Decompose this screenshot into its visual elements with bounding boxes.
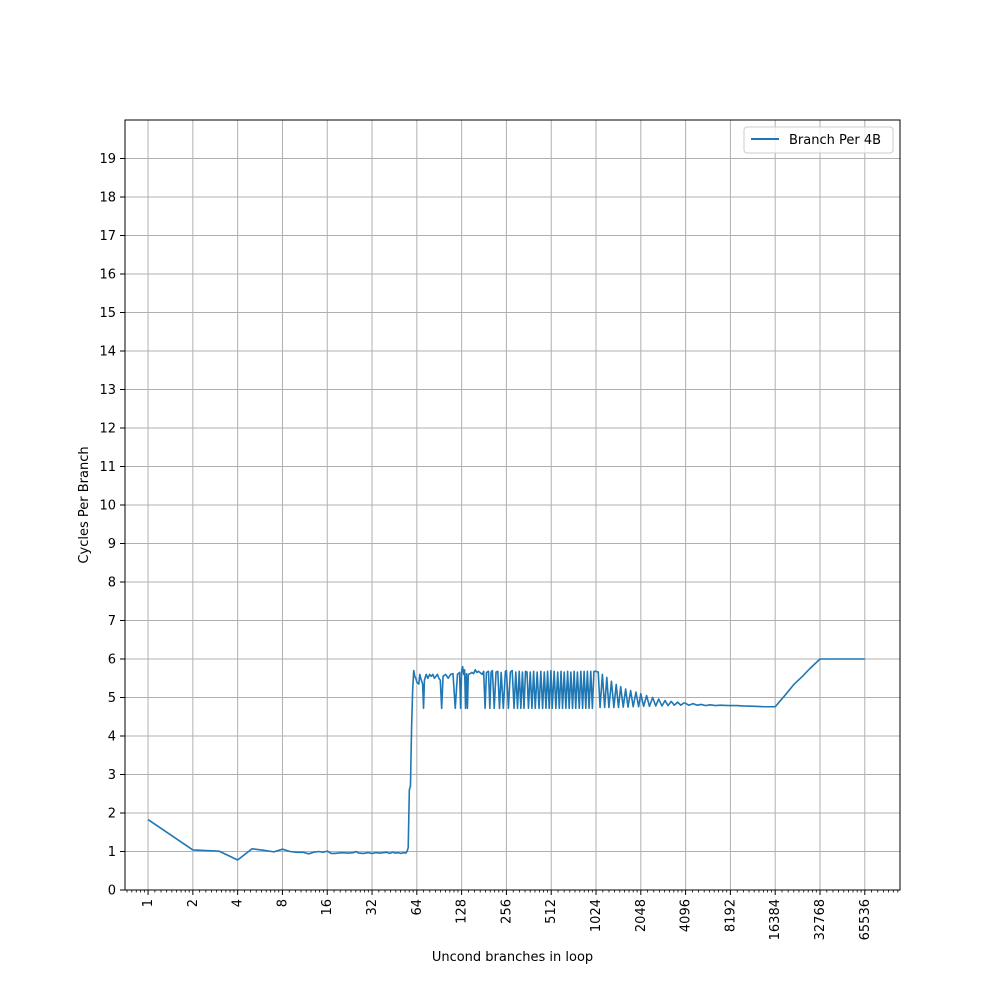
y-axis-title: Cycles Per Branch (77, 446, 92, 563)
series-line-branch-per-4b (147, 658, 865, 861)
legend-label: Branch Per 4B (789, 133, 881, 148)
y-tick-label: 8 (108, 576, 116, 591)
y-tick-label: 17 (99, 229, 116, 244)
x-tick-label: 64 (410, 899, 425, 916)
y-tick-label: 15 (99, 306, 116, 321)
x-tick-label: 4096 (679, 899, 694, 932)
y-tick-label: 14 (99, 345, 116, 360)
plot-frame (124, 119, 901, 891)
y-tick-label: 5 (108, 691, 116, 706)
x-tick-label: 65536 (858, 899, 873, 940)
grid (125, 120, 900, 891)
x-tick-label: 2048 (634, 899, 649, 932)
x-axis-ticks: 1 2 4 8 16 32 64 128 256 512 1024 2048 4096 8192 16384… (141, 890, 873, 940)
y-tick-label: 11 (99, 460, 116, 475)
y-tick-label: 1 (108, 845, 116, 860)
y-tick-label: 10 (99, 499, 116, 514)
x-tick-label: 4 (231, 899, 246, 907)
x-tick-label: 8 (275, 899, 290, 907)
y-tick-label: 9 (108, 537, 116, 552)
x-tick-label: 2 (186, 899, 201, 907)
x-tick-label: 512 (544, 899, 559, 924)
y-tick-label: 4 (108, 730, 116, 745)
x-tick-label: 1024 (589, 899, 604, 932)
x-axis-title: Uncond branches in loop (432, 950, 593, 965)
x-tick-label: 128 (455, 899, 470, 924)
y-tick-label: 7 (108, 614, 116, 629)
series-layer (147, 658, 865, 861)
y-tick-label: 6 (108, 653, 116, 668)
y-tick-label: 2 (108, 807, 116, 822)
y-tick-label: 18 (99, 191, 116, 206)
x-tick-label: 32 (365, 899, 380, 916)
x-tick-label: 16384 (768, 899, 783, 940)
y-tick-label: 13 (99, 383, 116, 398)
y-tick-label: 3 (108, 768, 116, 783)
x-tick-label: 32768 (813, 899, 828, 940)
y-tick-label: 12 (99, 422, 116, 437)
x-tick-label: 256 (499, 899, 514, 924)
x-tick-label: 16 (320, 899, 335, 916)
y-tick-label: 0 (108, 884, 116, 899)
x-tick-label: 1 (141, 899, 156, 907)
legend-box (743, 126, 894, 154)
y-tick-label: 16 (99, 268, 116, 283)
legend: Branch Per 4B (743, 126, 894, 154)
y-tick-label: 19 (99, 152, 116, 167)
x-tick-label: 8192 (723, 899, 738, 932)
